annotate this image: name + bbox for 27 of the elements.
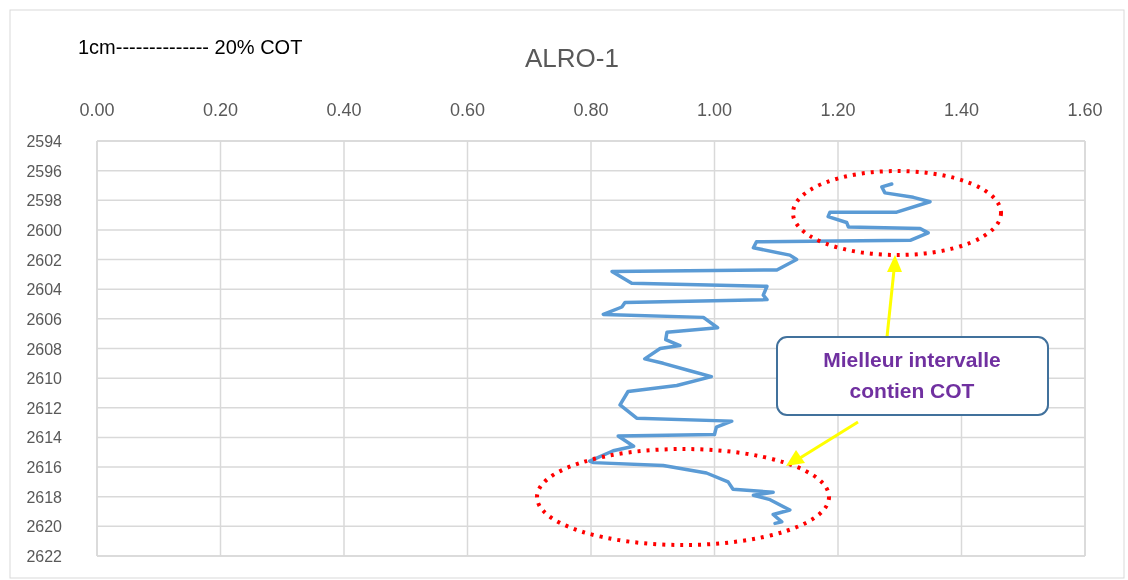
x-tick-label: 0.60 — [449, 100, 486, 120]
x-tick-label: 0.20 — [202, 100, 239, 120]
y-tick-label: 2612 — [26, 399, 63, 417]
x-tick-label: 1.40 — [943, 100, 980, 120]
text: 1cm-------------- 20% COT — [78, 36, 303, 58]
y-tick-label: 2614 — [26, 429, 63, 447]
x-tick-label: 0.80 — [573, 100, 609, 120]
x-tick-label: 1.00 — [696, 100, 733, 120]
x-tick-label: 1.60 — [1067, 100, 1103, 120]
x-tick-label: 0.00 — [79, 100, 115, 120]
y-tick-label: 2618 — [26, 488, 63, 506]
x-tick-label: 1.20 — [820, 100, 856, 120]
y-tick-label: 2606 — [26, 310, 63, 328]
y-tick-label: 2596 — [26, 162, 63, 180]
y-tick-label: 2600 — [26, 221, 63, 239]
y-tick-label: 2610 — [26, 370, 63, 388]
y-tick-label: 2602 — [26, 251, 63, 269]
chart-title: ALRO-1 — [525, 43, 619, 73]
y-tick-label: 2622 — [26, 548, 63, 565]
y-tick-label: 2620 — [26, 518, 63, 536]
y-tick-label: 2598 — [26, 192, 63, 210]
annotation: Mielleur intervalle contien COT — [823, 348, 1001, 402]
y-tick-label: 2604 — [26, 281, 63, 299]
y-tick-label: 2608 — [26, 340, 63, 358]
y-tick-label: 2594 — [26, 133, 63, 150]
y-tick-label: 2616 — [26, 459, 63, 477]
x-tick-label: 0.40 — [326, 100, 362, 120]
